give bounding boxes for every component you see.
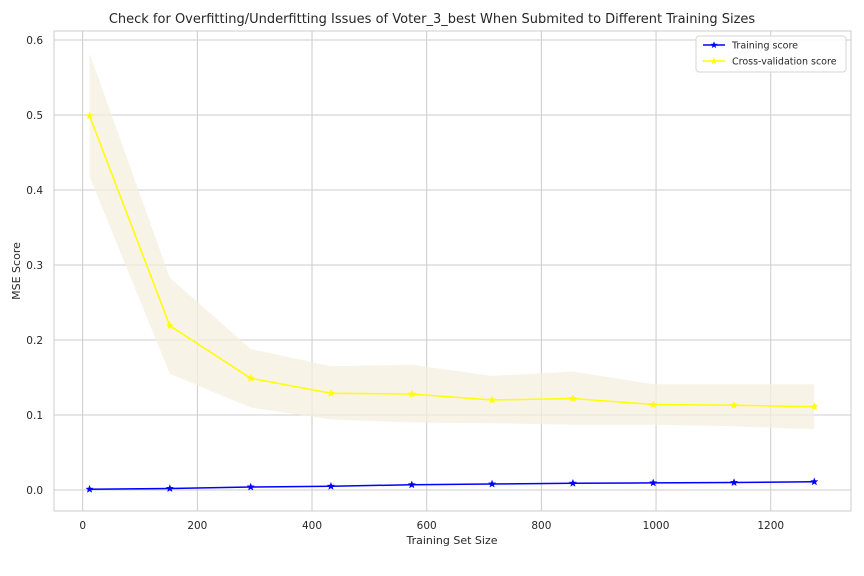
cv-confidence-band bbox=[89, 53, 815, 430]
data-point bbox=[246, 373, 255, 382]
data-point bbox=[487, 479, 497, 488]
series-line bbox=[88, 115, 815, 408]
legend-swatch-marker bbox=[710, 41, 718, 49]
data-point bbox=[810, 477, 819, 486]
data-point bbox=[649, 478, 658, 487]
series-group bbox=[85, 477, 819, 493]
data-point bbox=[568, 394, 578, 403]
y-tick-label: 0.4 bbox=[26, 185, 43, 197]
x-tick-label: 200 bbox=[187, 520, 207, 532]
x-tick-label: 600 bbox=[417, 520, 437, 532]
data-point bbox=[85, 111, 94, 120]
chart-title: Check for Overfitting/Underfitting Issue… bbox=[109, 12, 756, 27]
legend-label: Cross-validation score bbox=[732, 57, 837, 68]
y-tick-label: 0.0 bbox=[26, 485, 43, 497]
grid-lines bbox=[54, 31, 851, 511]
x-tick-label: 1000 bbox=[643, 520, 670, 532]
data-point bbox=[810, 402, 819, 411]
x-tick-label: 0 bbox=[79, 520, 86, 532]
legend-box bbox=[695, 35, 847, 73]
data-point bbox=[407, 389, 416, 398]
data-point bbox=[407, 480, 416, 489]
plot-frame bbox=[53, 30, 852, 512]
series-group bbox=[85, 111, 819, 411]
confidence-band bbox=[89, 53, 815, 430]
x-tick-label: 400 bbox=[302, 520, 322, 532]
series-line bbox=[89, 481, 815, 490]
y-tick-labels: 0.0 0.1 0.2 0.3 0.4 0.5 0.6 bbox=[26, 35, 43, 497]
y-axis-label: MSE Score bbox=[10, 242, 23, 300]
y-tick-label: 0.5 bbox=[26, 110, 43, 122]
data-point bbox=[326, 481, 336, 490]
legend-label: Training score bbox=[731, 41, 798, 52]
data-point bbox=[165, 484, 174, 493]
data-point bbox=[729, 400, 739, 409]
y-tick-label: 0.3 bbox=[26, 260, 43, 272]
x-tick-label: 1200 bbox=[757, 520, 784, 532]
data-point bbox=[729, 478, 739, 487]
x-tick-label: 800 bbox=[531, 520, 551, 532]
data-point bbox=[649, 400, 658, 409]
legend: Training score Cross-validation score bbox=[695, 35, 847, 73]
x-tick-labels: 0 200 400 600 800 1000 1200 bbox=[79, 520, 784, 532]
data-point bbox=[165, 321, 174, 330]
y-tick-label: 0.1 bbox=[26, 410, 43, 422]
data-point bbox=[246, 482, 255, 491]
y-tick-label: 0.2 bbox=[26, 335, 43, 347]
data-point bbox=[326, 388, 336, 397]
data-point bbox=[85, 484, 94, 493]
x-axis-label: Training Set Size bbox=[405, 534, 497, 547]
data-point bbox=[568, 478, 578, 487]
data-point bbox=[487, 395, 497, 404]
y-tick-label: 0.6 bbox=[26, 35, 43, 47]
legend-swatch-marker bbox=[710, 57, 718, 65]
series-layer bbox=[85, 111, 819, 493]
